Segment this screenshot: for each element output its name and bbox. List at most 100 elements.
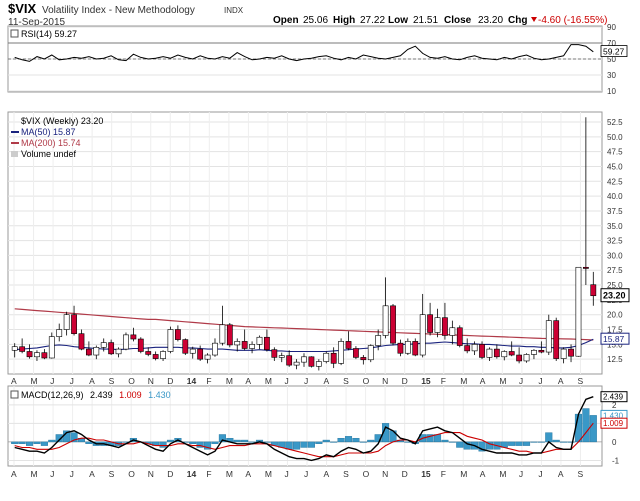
- candle-body: [538, 349, 545, 353]
- macd-line: [14, 396, 594, 462]
- chg-label: Chg: [508, 15, 527, 26]
- macd-x-label: A: [480, 469, 486, 479]
- macd-x-label: 14: [187, 469, 197, 479]
- macd-value-label: 2.439: [603, 393, 624, 402]
- candle-body: [508, 351, 515, 356]
- macd-legend-hist: 1.430: [148, 390, 171, 400]
- macd-x-label: 15: [421, 469, 431, 479]
- macd-histogram-bar: [55, 434, 63, 443]
- candle-body: [479, 344, 485, 358]
- candle-body: [249, 344, 255, 349]
- candle-body: [182, 339, 189, 354]
- macd-histogram-bar: [567, 441, 575, 443]
- ma200-line: [14, 308, 594, 341]
- symbol-title: $VIX: [8, 1, 37, 16]
- macd-x-label: D: [402, 469, 408, 479]
- macd-legend-signal: 1.009: [119, 390, 142, 400]
- macd-histogram-bar: [537, 441, 545, 443]
- price-x-label: J: [519, 376, 523, 386]
- signal-value-label: 1.009: [603, 419, 624, 428]
- rsi-legend: RSI(14) 59.27: [10, 29, 77, 39]
- macd-x-label: M: [31, 469, 38, 479]
- candle-body: [48, 336, 55, 359]
- price-x-label: A: [11, 376, 17, 386]
- candle-body: [360, 357, 367, 361]
- macd-histogram-bar: [33, 441, 41, 444]
- macd-histogram-bar: [344, 436, 353, 443]
- macd-histogram-bar: [367, 439, 375, 443]
- price-x-label: S: [109, 376, 115, 386]
- chart-header: $VIX Volatility Index - New Methodology …: [8, 1, 607, 28]
- price-tick-label: 32.5: [607, 237, 623, 246]
- candle-body: [226, 324, 233, 346]
- macd-plot: [11, 396, 597, 462]
- candle-body: [442, 317, 448, 336]
- price-x-label: N: [148, 376, 154, 386]
- macd-histogram-bar: [159, 441, 167, 448]
- macd-x-label: A: [245, 469, 251, 479]
- candle-body: [189, 348, 196, 354]
- rsi-value-label: 59.27: [603, 47, 625, 57]
- candle-body: [582, 266, 589, 269]
- rsi-tick-label: 50: [607, 55, 616, 64]
- macd-histogram-bar: [374, 434, 382, 443]
- candle-body: [353, 348, 359, 358]
- price-tick-label: 27.5: [607, 266, 623, 275]
- price-value-label: 23.20: [603, 291, 626, 301]
- price-x-label: N: [382, 376, 388, 386]
- candle-body: [308, 356, 315, 367]
- rsi-tick-label: 70: [607, 39, 616, 48]
- candle-body: [553, 320, 560, 359]
- macd-x-label: M: [499, 469, 506, 479]
- macd-histogram-bar: [26, 441, 34, 446]
- candle-body: [501, 351, 508, 358]
- candle-body: [152, 354, 159, 359]
- macd-histogram-bar: [330, 441, 338, 443]
- candle-body: [130, 334, 137, 340]
- macd-histogram-bar: [582, 408, 590, 443]
- macd-x-label: O: [128, 469, 135, 479]
- candle-body: [93, 347, 100, 356]
- price-tick-label: 40.0: [607, 192, 623, 201]
- candle-body: [404, 341, 411, 354]
- macd-histogram-bar: [300, 441, 308, 448]
- candle-body: [464, 345, 471, 352]
- candle-body: [256, 336, 263, 345]
- candle-body: [315, 361, 322, 367]
- ma50-legend-text: MA(50) 15.87: [21, 127, 76, 137]
- price-tick-label: 30.0: [607, 251, 623, 260]
- date-label: 11-Sep-2015: [8, 17, 66, 28]
- candle-body: [63, 314, 70, 330]
- macd-histogram-bar: [359, 441, 367, 443]
- price-tick-label: 50.0: [607, 133, 623, 142]
- macd-histogram-bar: [307, 441, 315, 448]
- price-tick-label: 15.0: [607, 340, 623, 349]
- price-x-label: 15: [421, 376, 431, 386]
- price-tick-label: 20.0: [607, 311, 623, 320]
- price-panel: [7, 111, 603, 375]
- signal-value-box: [600, 417, 628, 429]
- candle-body: [71, 314, 77, 334]
- price-x-label: S: [577, 376, 583, 386]
- price-x-label: J: [304, 376, 308, 386]
- price-x-label: O: [128, 376, 135, 386]
- price-tick-label: 35.0: [607, 222, 623, 231]
- candle-body: [516, 354, 523, 362]
- price-tick-label: 45.0: [607, 162, 623, 171]
- volume-legend-text: Volume undef: [21, 149, 77, 159]
- candle-body: [330, 352, 337, 364]
- price-x-label: M: [265, 376, 272, 386]
- macd-histogram-bar: [263, 441, 271, 443]
- macd-x-label: J: [70, 469, 74, 479]
- price-x-label: A: [245, 376, 251, 386]
- candle-body: [456, 327, 463, 346]
- macd-histogram-bar: [382, 423, 390, 443]
- ma200-legend-text: MA(200) 15.74: [21, 138, 81, 148]
- candle-body: [434, 317, 441, 333]
- price-x-label: M: [31, 376, 38, 386]
- price-x-label: A: [558, 376, 564, 386]
- axis-labels: 90 70 50 30 10 59.27 52.5 50.0 47.5 45.0 42.5 40.0 3…: [11, 23, 630, 479]
- macd-histogram-bar: [515, 441, 523, 446]
- chg-value: -4.60 (-16.55%): [538, 15, 607, 26]
- macd-x-label: J: [50, 469, 54, 479]
